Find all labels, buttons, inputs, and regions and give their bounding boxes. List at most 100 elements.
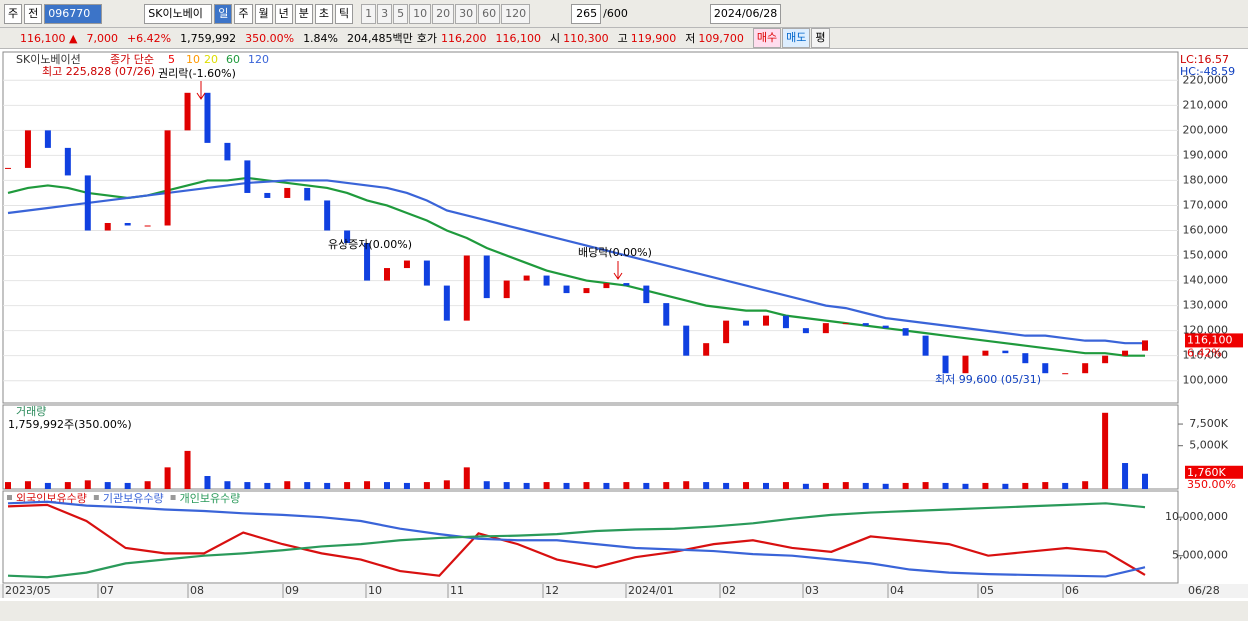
legend-label: 종가 단순 (110, 53, 154, 66)
y-tick-label: 10,000,000 (1165, 510, 1228, 523)
candle (922, 335, 929, 356)
stock-name[interactable]: SK이노베이 (144, 3, 213, 24)
open-label: 시 (550, 32, 561, 45)
unit-button[interactable]: 틱 (335, 3, 354, 24)
candle (982, 350, 989, 356)
low: 109,700 (698, 31, 744, 45)
volume-bar (144, 481, 151, 489)
x-tick-label: 12 (545, 584, 559, 597)
volume-bar (763, 482, 769, 489)
y-tick-label: 7,500K (1189, 417, 1228, 430)
unit-button[interactable]: 일 (214, 3, 233, 24)
candle (24, 130, 31, 168)
x-tick-label: 03 (805, 584, 819, 597)
x-tick-label: 10 (368, 584, 382, 597)
volume-bar (942, 482, 949, 489)
volume-bar (683, 481, 690, 489)
span-button[interactable]: 60 (478, 3, 501, 24)
volume-bar (882, 483, 889, 489)
candle (1082, 363, 1089, 374)
candle (942, 355, 949, 374)
buy-button[interactable]: 매수 (752, 28, 782, 48)
span-button[interactable]: 5 (393, 3, 409, 24)
code[interactable]: 096770 (44, 3, 103, 24)
volume-bar (84, 480, 91, 489)
unit-button[interactable]: 초 (314, 3, 333, 24)
volume-bar (324, 482, 331, 489)
volume-bar (304, 482, 311, 489)
span-button[interactable]: 30 (455, 3, 478, 24)
scroll-bar[interactable] (0, 601, 1248, 621)
volume-bar (842, 482, 849, 489)
candle (84, 175, 91, 231)
price: 116,100 ▲ (20, 31, 78, 45)
candle (842, 323, 849, 325)
volume-bar (1022, 482, 1029, 489)
candle (683, 325, 690, 356)
volume-bar (64, 482, 71, 489)
candle (1022, 353, 1029, 364)
span-button[interactable]: 120 (501, 3, 531, 24)
count[interactable]: 265 (571, 3, 602, 24)
period[interactable]: 주 (4, 3, 23, 24)
candle (1062, 373, 1069, 375)
sell-button[interactable]: 매도 (782, 28, 811, 48)
panel-subtitle: 1,759,992주(350.00%) (8, 418, 132, 431)
last-price: 116,100 (1187, 333, 1233, 346)
candle (224, 142, 231, 161)
volume-bar (782, 482, 789, 489)
legend-swatch (7, 495, 12, 500)
span-button[interactable]: 3 (377, 3, 393, 24)
volume-bar (1042, 482, 1049, 489)
volume-bar (44, 482, 51, 489)
candle (364, 243, 371, 281)
unit-button[interactable]: 년 (274, 3, 293, 24)
volume-bar (443, 480, 450, 489)
volume-bar (403, 482, 410, 489)
ma-legend: 5 (168, 53, 175, 66)
volume-bar (483, 481, 490, 489)
volume-bar (104, 482, 111, 489)
high: 119,900 (630, 31, 677, 45)
candle (144, 225, 151, 227)
unit-button[interactable]: 월 (254, 3, 273, 24)
ma-line (7, 179, 1145, 345)
candle (284, 187, 291, 198)
candle (403, 260, 410, 269)
x-tick-label: 09 (285, 584, 299, 597)
change: 7,000 (86, 31, 118, 45)
volume-bar (284, 481, 291, 489)
ma-line (7, 500, 1146, 578)
unit-button[interactable]: 분 (294, 3, 313, 24)
volume-bar (922, 482, 929, 489)
volume-bar (224, 481, 231, 489)
last-box (1185, 333, 1243, 348)
span-button[interactable]: 10 (409, 3, 432, 24)
last-rate: 6.42% (1187, 346, 1222, 359)
avg-button[interactable]: 평 (811, 28, 830, 48)
candle (822, 323, 829, 334)
span-button[interactable]: 1 (361, 3, 377, 24)
turnover: 1.84% (303, 31, 339, 45)
volume-bar (244, 482, 251, 489)
candle (763, 315, 769, 326)
prev[interactable]: 전 (24, 3, 43, 24)
candle (443, 285, 450, 321)
y-tick-label: 110,000 (1183, 349, 1229, 362)
cap: 204,485백만 (347, 32, 413, 45)
candle (643, 285, 650, 304)
span-button[interactable]: 20 (432, 3, 455, 24)
x-axis-bg (0, 584, 1248, 598)
candle (802, 328, 809, 334)
date[interactable]: 2024/06/28 (709, 3, 782, 24)
candle (663, 303, 670, 326)
candle (1042, 363, 1049, 374)
max-count: /600 (603, 7, 628, 20)
y-tick-label: 100,000 (1183, 374, 1229, 387)
ma-legend: 120 (248, 53, 269, 66)
y-tick-label: 120,000 (1183, 324, 1229, 337)
annotation: 배당락(0.00%) (578, 246, 652, 259)
quote-bar: 116,100 ▲ 7,000 +6.42% 1,759,992 350.00%… (0, 28, 1248, 49)
unit-button[interactable]: 주 (234, 3, 253, 24)
